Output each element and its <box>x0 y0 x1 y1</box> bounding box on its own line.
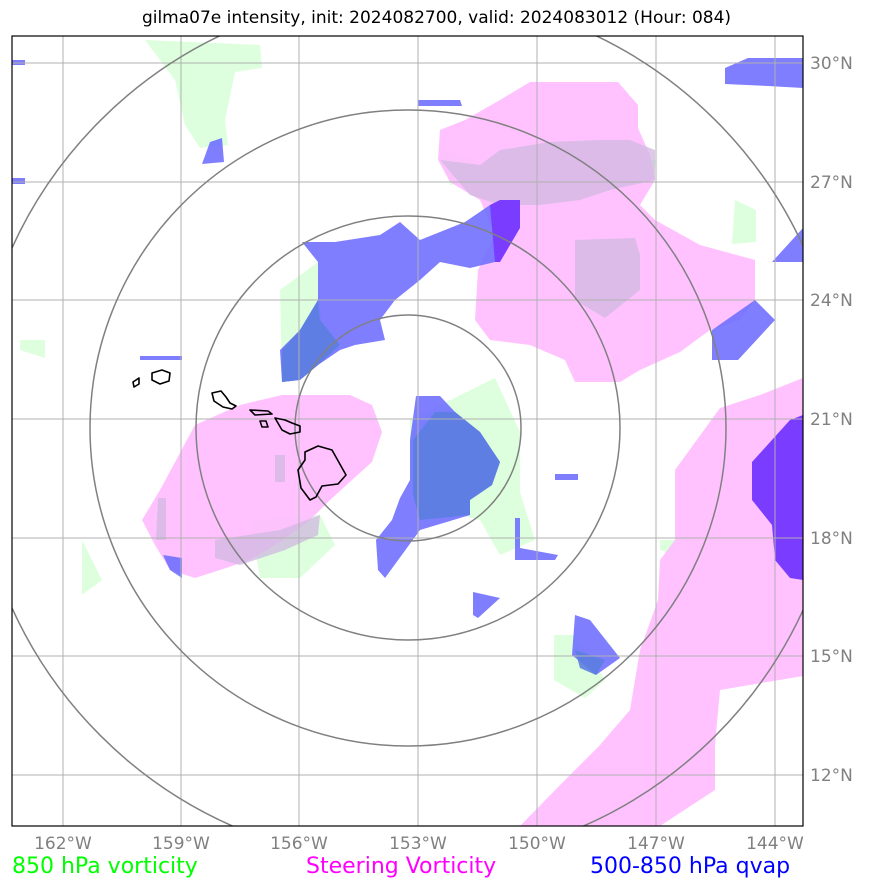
range-ring <box>294 314 522 542</box>
vort850-region <box>20 340 45 358</box>
hawaii-big-island <box>297 445 347 501</box>
overlap-layer <box>156 140 655 565</box>
latitude-labels: 30°N 27°N 24°N 21°N 18°N 15°N 12°N <box>810 54 853 786</box>
hawaii-coastline <box>132 369 347 501</box>
gridlines <box>12 36 803 826</box>
qvap-region <box>280 205 500 382</box>
legend-steering-vorticity: Steering Vorticity <box>306 854 497 879</box>
lat-label: 21°N <box>810 410 853 430</box>
legend-qvap: 500-850 hPa qvap <box>590 854 791 879</box>
vort850-region <box>732 200 756 244</box>
overlap-region <box>440 140 655 205</box>
qvap-region <box>712 300 775 360</box>
oahu-island <box>211 390 237 410</box>
map-plot-area <box>12 36 803 826</box>
range-rings <box>12 36 803 826</box>
lon-label: 144°W <box>746 834 804 854</box>
overlap-region <box>575 238 640 318</box>
map-title: gilma07e intensity, init: 2024082700, va… <box>141 8 732 28</box>
overlap-region <box>215 515 320 565</box>
range-ring <box>195 215 621 641</box>
qvap-region <box>12 178 25 184</box>
niihau-island <box>132 377 140 388</box>
overlap-region <box>156 498 166 540</box>
lon-label: 156°W <box>270 834 328 854</box>
qvap-region <box>140 356 182 360</box>
qvap-region <box>555 474 578 480</box>
lat-label: 27°N <box>810 173 853 193</box>
lat-label: 24°N <box>810 291 853 311</box>
lat-label: 12°N <box>810 766 853 786</box>
qvap-overlap-region <box>413 412 500 520</box>
steering-region <box>520 378 803 826</box>
qvap-region <box>163 555 182 578</box>
lon-label: 153°W <box>389 834 447 854</box>
steering-region <box>142 395 382 578</box>
lon-label: 162°W <box>34 834 92 854</box>
qvap-region <box>772 228 803 262</box>
longitude-labels: 162°W 159°W 156°W 153°W 150°W 147°W 144°… <box>34 834 804 854</box>
vorticity-850-layer <box>20 40 756 698</box>
qvap-region <box>515 518 558 560</box>
lat-label: 30°N <box>810 54 853 74</box>
maui-island <box>274 417 301 435</box>
qvap-region <box>202 138 224 164</box>
lat-label: 15°N <box>810 647 853 667</box>
lanai-island <box>259 420 269 428</box>
qvap-region <box>473 592 500 618</box>
qvap-strong-region <box>752 415 803 580</box>
qvap-strong-layer <box>490 200 803 580</box>
kauai-island <box>151 369 171 385</box>
legend-850-vorticity: 850 hPa vorticity <box>12 854 198 879</box>
overlap-region <box>275 455 285 482</box>
lon-label: 159°W <box>152 834 210 854</box>
qvap-region <box>418 100 462 106</box>
plot-frame <box>11 35 804 827</box>
qvap-strong-region <box>490 200 520 262</box>
range-ring <box>89 109 727 747</box>
vort850-region <box>145 40 262 148</box>
vort850-region <box>554 635 605 698</box>
vort850-region <box>82 540 102 595</box>
lon-label: 150°W <box>508 834 566 854</box>
lat-label: 18°N <box>810 529 853 549</box>
molokai-island <box>249 409 273 416</box>
qvap-region <box>725 58 803 88</box>
qvap-overlap-layer <box>282 300 605 675</box>
qvap-overlap-region <box>282 300 340 382</box>
lon-label: 147°W <box>627 834 685 854</box>
